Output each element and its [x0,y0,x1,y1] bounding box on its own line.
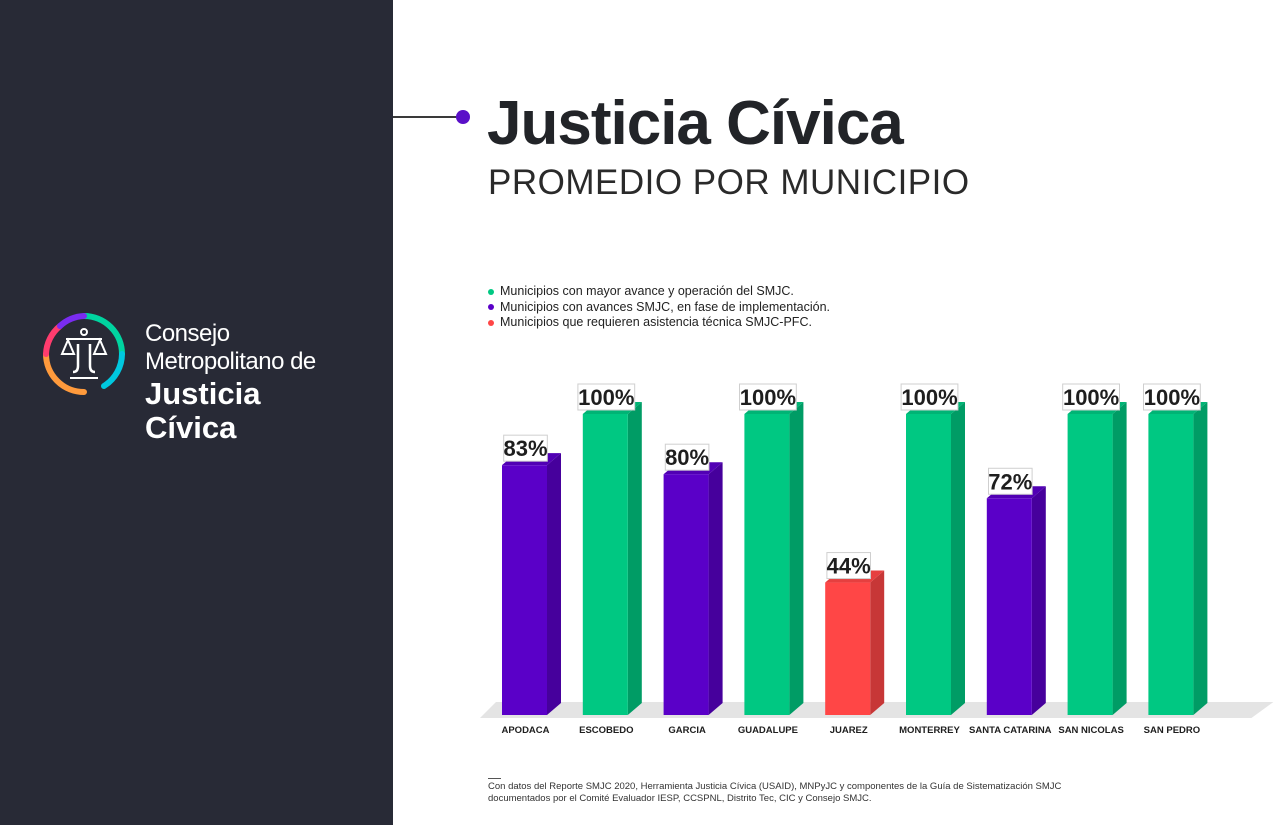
legend-swatch [488,319,494,326]
x-tick-label: SANTA CATARINA [969,725,1052,736]
chart-legend: Municipios con mayor avance y operación … [488,284,830,331]
x-tick-label: GARCIA [668,725,706,736]
data-label-background [900,383,959,411]
bar [1148,414,1194,715]
legend-item-implementacion: Municipios con avances SMJC, en fase de … [488,300,830,316]
data-label: 100% [901,385,957,410]
data-label: 100% [740,385,796,410]
data-label-background [1143,383,1201,411]
legend-item-avance: Municipios con mayor avance y operación … [488,284,830,300]
legend-label: Municipios que requieren asistencia técn… [500,315,812,330]
bar-side [1031,486,1046,715]
x-tick-label: GUADALUPE [738,725,798,736]
bar-side [1193,402,1208,715]
data-label-background [577,383,636,411]
data-label: 80% [665,445,709,470]
footnote-rule [488,778,501,779]
bar-side [627,402,642,715]
org-name-line-4: Cívica [145,410,237,445]
x-tick-label: MONTERREY [899,725,960,736]
footnote-line-2: documentados por el Comité Evaluador IES… [488,793,872,804]
bar [825,582,871,715]
bar-side [870,570,885,715]
title-connector-dot [456,110,470,124]
data-label-background [1062,383,1120,411]
legend-swatch [488,304,494,311]
data-label: 72% [988,469,1032,494]
page-title: Justicia Cívica [487,89,904,158]
x-tick-label: APODACA [501,725,549,736]
bar [986,498,1032,715]
data-label-background [739,383,797,411]
footnote-line-1: Con datos del Reporte SMJC 2020, Herrami… [488,781,1062,792]
bar-side [708,462,723,715]
bar-side [951,402,965,715]
bar [663,474,709,715]
bar-side [789,402,804,715]
bar [582,414,628,715]
page-subtitle: PROMEDIO POR MUNICIPIO [488,163,970,202]
data-label-background [503,434,548,462]
bar [1067,414,1113,715]
data-label: 100% [1144,385,1200,410]
data-label: 100% [578,385,634,410]
org-name-line-3: Justicia [145,376,261,411]
data-label-background [664,443,710,471]
footnote: Con datos del Reporte SMJC 2020, Herrami… [488,781,1128,805]
org-name-line-2: Metropolitano de [145,348,316,375]
title-connector-line [393,116,461,118]
legend-swatch [488,288,494,295]
scales-of-justice-logo-icon [43,313,125,395]
x-tick-label: ESCOBEDO [579,725,633,736]
data-label: 83% [503,436,547,461]
x-tick-label: SAN PEDRO [1144,725,1200,736]
bar [502,465,547,715]
bar-side [547,453,561,715]
x-tick-label: JUAREZ [830,725,868,736]
bar [906,414,951,715]
bar [744,414,790,715]
legend-label: Municipios con mayor avance y operación … [500,284,794,299]
sidebar: Consejo Metropolitano de Justicia Cívica [0,0,393,825]
data-label: 44% [827,554,871,579]
data-label-background [826,552,872,580]
data-label: 100% [1063,385,1119,410]
org-name-line-1: Consejo [145,320,230,347]
x-tick-label: SAN NICOLAS [1058,725,1123,736]
legend-label: Municipios con avances SMJC, en fase de … [500,299,831,314]
data-label-background [988,467,1033,495]
legend-item-asistencia: Municipios que requieren asistencia técn… [488,315,830,331]
bar-side [1112,402,1127,715]
